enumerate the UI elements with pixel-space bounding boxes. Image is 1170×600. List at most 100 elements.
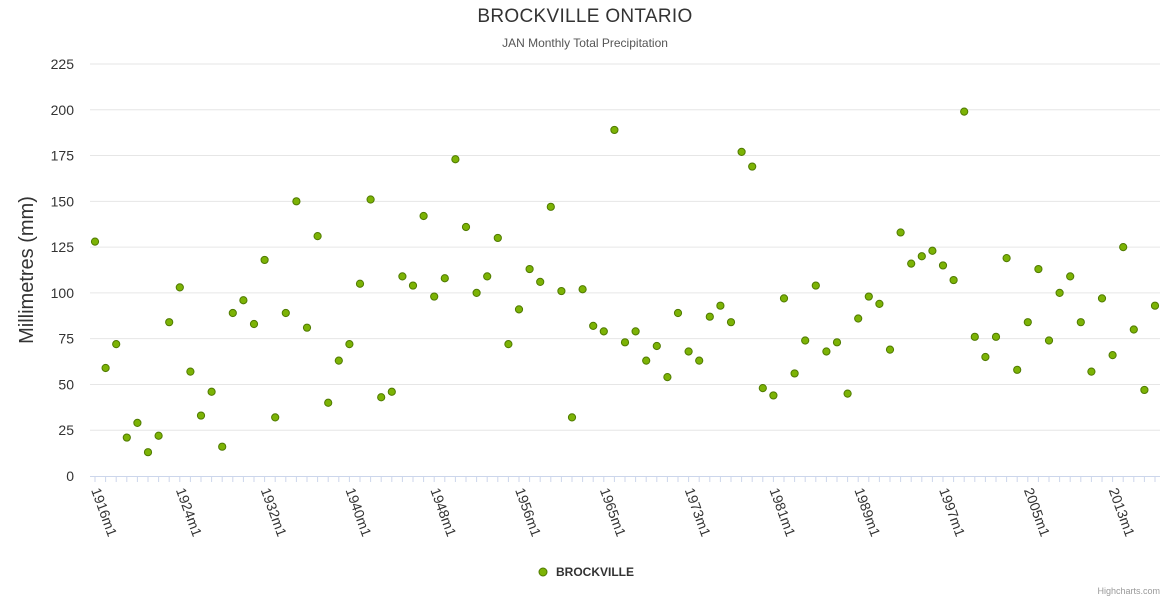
data-point[interactable]: [228, 308, 237, 318]
series-brockville[interactable]: [90, 107, 1160, 457]
data-point[interactable]: [154, 431, 163, 440]
data-point[interactable]: [430, 292, 439, 301]
data-point[interactable]: [610, 125, 619, 135]
legend-marker[interactable]: [538, 567, 548, 577]
data-point[interactable]: [1002, 253, 1011, 263]
data-point[interactable]: [1055, 288, 1064, 297]
data-point[interactable]: [112, 340, 121, 349]
data-point[interactable]: [1108, 351, 1117, 360]
data-point[interactable]: [843, 389, 852, 398]
data-point[interactable]: [271, 413, 280, 422]
data-point[interactable]: [1129, 325, 1138, 334]
data-point[interactable]: [1013, 365, 1022, 374]
data-point[interactable]: [1119, 243, 1128, 252]
data-point[interactable]: [864, 292, 873, 301]
data-point[interactable]: [589, 321, 598, 330]
data-point[interactable]: [599, 327, 608, 336]
credits-link[interactable]: Highcharts.com: [1097, 586, 1160, 596]
data-point[interactable]: [642, 356, 651, 365]
data-point[interactable]: [324, 398, 333, 407]
data-point[interactable]: [207, 387, 216, 396]
data-point[interactable]: [1023, 318, 1032, 327]
data-point[interactable]: [366, 195, 375, 204]
data-point[interactable]: [90, 237, 100, 246]
data-point[interactable]: [461, 222, 471, 232]
data-point[interactable]: [281, 308, 290, 318]
data-point[interactable]: [949, 275, 958, 285]
data-point[interactable]: [546, 202, 555, 211]
data-point[interactable]: [875, 299, 884, 308]
data-point[interactable]: [705, 312, 714, 321]
data-point[interactable]: [1150, 301, 1160, 310]
data-point[interactable]: [726, 318, 736, 327]
data-point[interactable]: [196, 411, 206, 420]
data-point[interactable]: [907, 259, 916, 268]
data-point[interactable]: [620, 338, 630, 347]
data-point[interactable]: [981, 352, 990, 362]
data-point[interactable]: [525, 264, 534, 274]
data-point[interactable]: [472, 288, 481, 297]
data-point[interactable]: [122, 433, 131, 442]
data-point[interactable]: [313, 232, 322, 241]
data-point[interactable]: [578, 285, 587, 294]
data-point[interactable]: [1076, 318, 1085, 327]
data-point[interactable]: [408, 281, 418, 290]
data-point[interactable]: [292, 197, 301, 206]
data-point[interactable]: [885, 345, 895, 354]
data-point[interactable]: [917, 252, 926, 261]
data-point[interactable]: [493, 233, 502, 243]
data-point[interactable]: [1140, 385, 1149, 395]
data-point[interactable]: [249, 319, 259, 329]
data-point[interactable]: [684, 347, 693, 356]
data-point[interactable]: [822, 347, 831, 356]
data-point[interactable]: [302, 323, 312, 332]
data-point[interactable]: [1034, 264, 1043, 274]
data-point[interactable]: [165, 318, 174, 327]
data-point[interactable]: [928, 246, 937, 255]
data-point[interactable]: [758, 384, 767, 393]
data-point[interactable]: [1066, 272, 1075, 281]
data-point[interactable]: [790, 369, 799, 378]
data-point[interactable]: [557, 286, 566, 296]
data-point[interactable]: [483, 272, 492, 281]
data-point[interactable]: [536, 277, 545, 287]
data-point[interactable]: [260, 255, 269, 265]
data-point[interactable]: [398, 272, 407, 281]
data-point[interactable]: [101, 363, 110, 373]
data-point[interactable]: [239, 296, 248, 305]
data-point[interactable]: [1087, 367, 1096, 376]
data-point[interactable]: [377, 393, 386, 402]
data-point[interactable]: [737, 147, 746, 156]
data-point[interactable]: [345, 340, 354, 349]
data-point[interactable]: [514, 305, 524, 314]
data-point[interactable]: [387, 387, 396, 396]
data-point[interactable]: [567, 413, 577, 422]
data-point[interactable]: [218, 442, 227, 451]
data-point[interactable]: [896, 228, 905, 237]
data-point[interactable]: [970, 332, 979, 341]
data-point[interactable]: [854, 314, 863, 323]
data-point[interactable]: [832, 338, 842, 347]
data-point[interactable]: [334, 356, 343, 365]
data-point[interactable]: [440, 274, 449, 283]
data-point[interactable]: [1044, 336, 1054, 345]
data-point[interactable]: [991, 332, 1001, 341]
legend-label[interactable]: BROCKVILLE: [556, 565, 634, 579]
data-point[interactable]: [938, 261, 948, 270]
legend[interactable]: BROCKVILLE: [538, 565, 634, 579]
data-point[interactable]: [143, 448, 153, 457]
data-point[interactable]: [186, 367, 195, 376]
data-point[interactable]: [748, 162, 757, 171]
data-point[interactable]: [801, 336, 810, 345]
data-point[interactable]: [133, 418, 142, 427]
data-point[interactable]: [769, 391, 778, 400]
data-point[interactable]: [451, 155, 460, 164]
data-point[interactable]: [419, 211, 428, 221]
data-point[interactable]: [673, 308, 683, 318]
data-point[interactable]: [1097, 294, 1107, 303]
data-point[interactable]: [663, 373, 672, 382]
data-point[interactable]: [652, 341, 661, 351]
data-point[interactable]: [504, 340, 513, 349]
data-point[interactable]: [960, 107, 969, 116]
data-point[interactable]: [811, 281, 820, 290]
